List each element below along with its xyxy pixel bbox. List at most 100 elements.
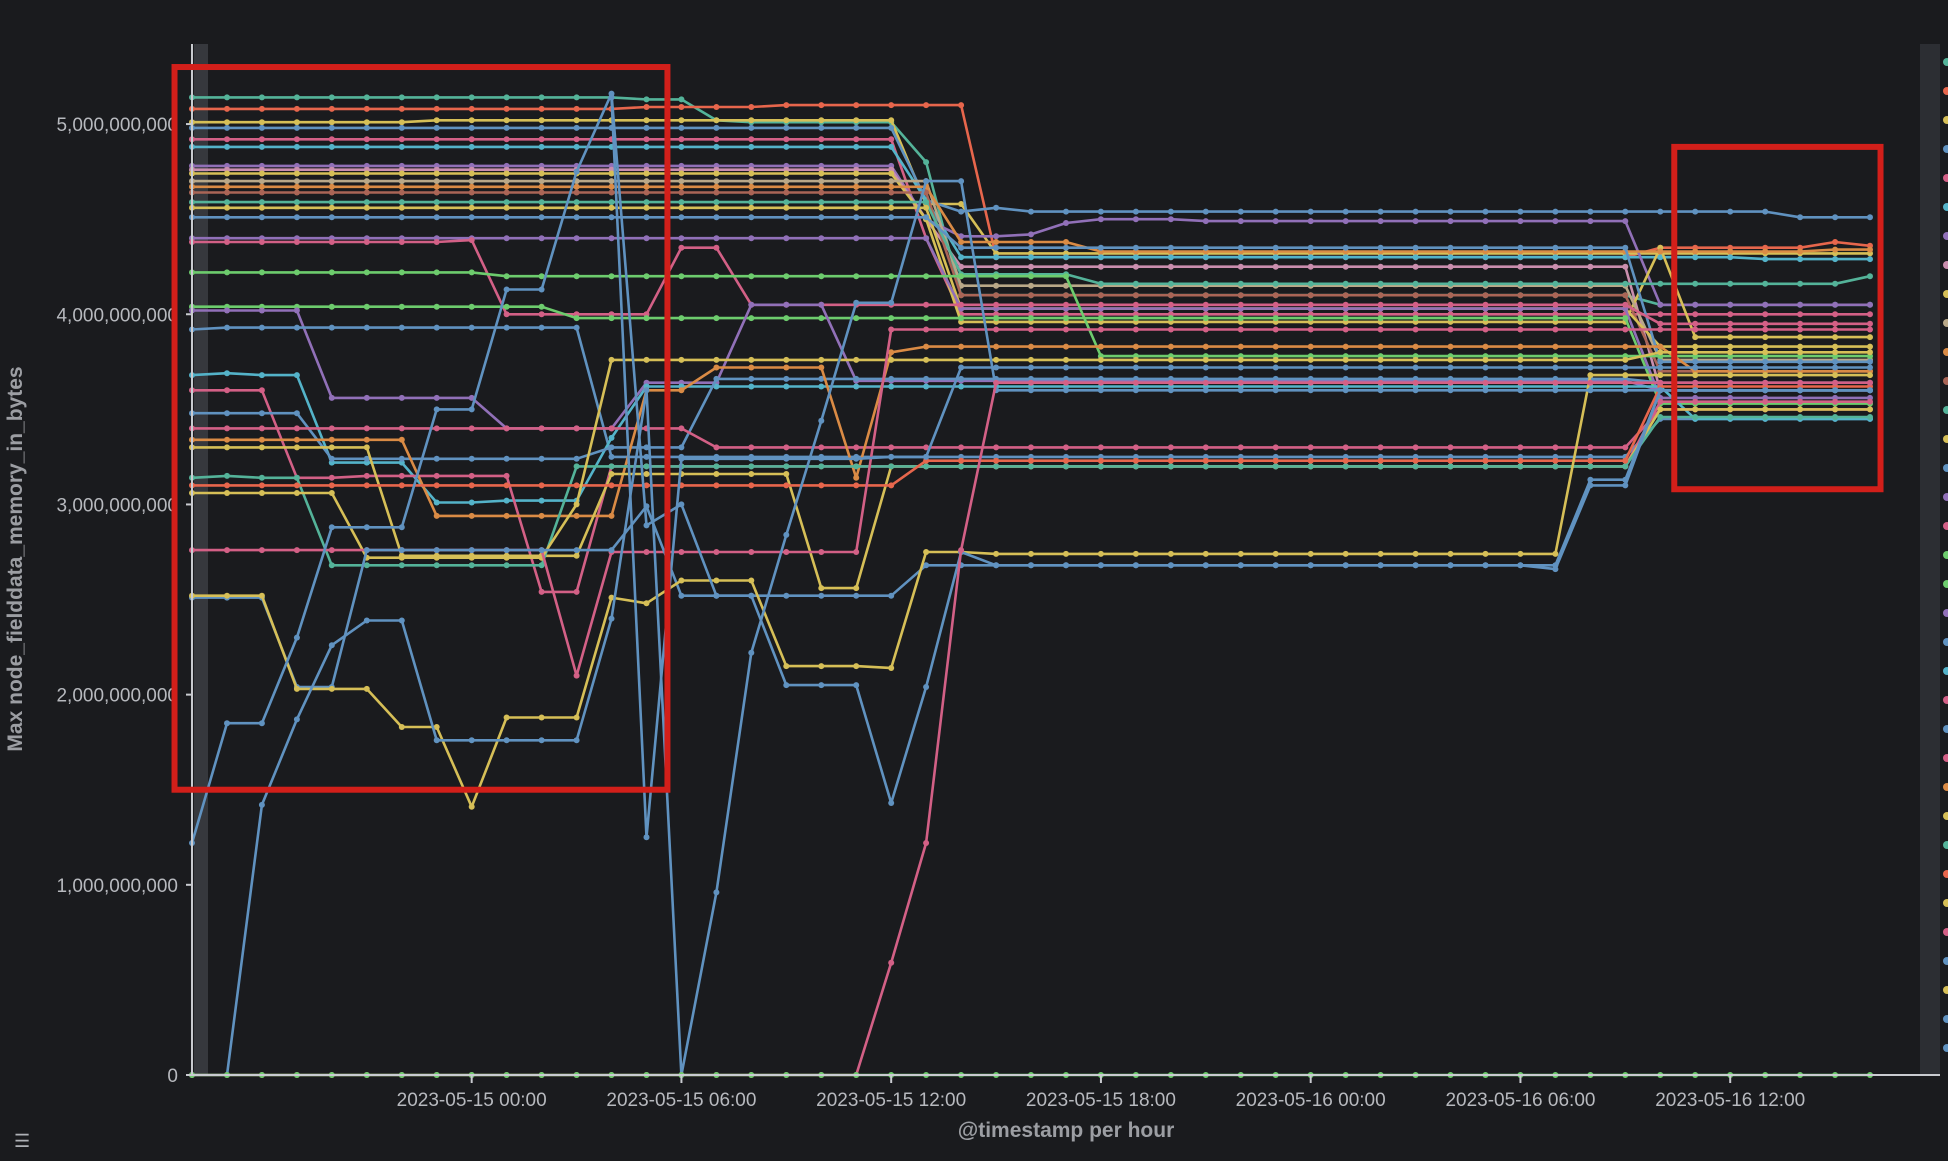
- data-point[interactable]: [258, 124, 265, 131]
- data-point[interactable]: [224, 547, 230, 554]
- data-point[interactable]: [888, 199, 895, 206]
- data-point[interactable]: [713, 143, 720, 150]
- data-point[interactable]: [363, 436, 370, 443]
- data-point[interactable]: [783, 124, 790, 131]
- data-point[interactable]: [293, 634, 300, 641]
- data-point[interactable]: [1307, 562, 1314, 569]
- data-point[interactable]: [293, 183, 300, 190]
- data-point[interactable]: [1482, 263, 1489, 270]
- data-point[interactable]: [818, 663, 825, 670]
- data-point[interactable]: [1622, 356, 1629, 363]
- data-point[interactable]: [1412, 364, 1419, 371]
- data-point[interactable]: [224, 592, 230, 599]
- data-point[interactable]: [363, 444, 370, 451]
- data-point[interactable]: [1377, 550, 1384, 557]
- data-point[interactable]: [923, 301, 930, 308]
- data-point[interactable]: [363, 239, 370, 245]
- data-point[interactable]: [1622, 218, 1629, 225]
- data-point[interactable]: [1063, 301, 1069, 308]
- data-point[interactable]: [853, 315, 860, 322]
- data-point[interactable]: [713, 183, 720, 190]
- data-point[interactable]: [1517, 463, 1524, 470]
- data-point[interactable]: [1342, 244, 1349, 251]
- data-point[interactable]: [958, 102, 965, 109]
- data-point[interactable]: [958, 301, 965, 308]
- data-point[interactable]: [363, 189, 370, 196]
- data-point[interactable]: [328, 269, 335, 276]
- data-point[interactable]: [958, 244, 965, 251]
- data-point[interactable]: [398, 617, 405, 624]
- data-point[interactable]: [888, 102, 895, 109]
- data-point[interactable]: [608, 170, 615, 177]
- data-point[interactable]: [468, 472, 475, 479]
- data-point[interactable]: [958, 444, 965, 451]
- data-point[interactable]: [258, 269, 265, 276]
- data-point[interactable]: [1307, 218, 1314, 225]
- data-point[interactable]: [1762, 364, 1769, 371]
- data-point[interactable]: [818, 136, 825, 143]
- data-point[interactable]: [1867, 364, 1873, 371]
- data-point[interactable]: [1692, 358, 1699, 365]
- data-point[interactable]: [293, 136, 300, 143]
- data-point[interactable]: [1657, 280, 1664, 287]
- data-point[interactable]: [293, 204, 300, 211]
- data-point[interactable]: [1762, 301, 1769, 308]
- data-point[interactable]: [783, 482, 790, 489]
- data-point[interactable]: [1482, 387, 1489, 394]
- data-point[interactable]: [1202, 343, 1209, 350]
- data-point[interactable]: [1202, 218, 1209, 225]
- data-point[interactable]: [293, 425, 300, 432]
- data-point[interactable]: [713, 104, 720, 110]
- data-point[interactable]: [503, 170, 510, 177]
- data-point[interactable]: [1167, 244, 1174, 251]
- data-point[interactable]: [643, 189, 650, 196]
- data-point[interactable]: [1622, 364, 1629, 371]
- data-point[interactable]: [1412, 562, 1419, 569]
- data-point[interactable]: [538, 737, 545, 744]
- data-point[interactable]: [1202, 244, 1209, 251]
- data-point[interactable]: [258, 372, 265, 379]
- data-point[interactable]: [1132, 301, 1139, 308]
- data-point[interactable]: [363, 124, 370, 131]
- data-point[interactable]: [573, 273, 580, 280]
- data-point[interactable]: [783, 301, 790, 308]
- data-point[interactable]: [1762, 372, 1769, 379]
- data-point[interactable]: [643, 356, 650, 363]
- data-point[interactable]: [1063, 315, 1069, 322]
- data-point[interactable]: [1482, 244, 1489, 251]
- data-point[interactable]: [573, 512, 580, 519]
- data-point[interactable]: [1342, 315, 1349, 322]
- data-point[interactable]: [573, 455, 580, 462]
- data-point[interactable]: [398, 394, 405, 401]
- data-point[interactable]: [293, 436, 300, 443]
- data-point[interactable]: [398, 425, 405, 432]
- data-point[interactable]: [293, 170, 300, 177]
- data-point[interactable]: [1167, 254, 1174, 261]
- data-point[interactable]: [993, 273, 1000, 280]
- data-point[interactable]: [1552, 457, 1559, 464]
- data-point[interactable]: [573, 547, 580, 554]
- data-point[interactable]: [713, 364, 720, 371]
- data-point[interactable]: [1482, 218, 1489, 225]
- data-point[interactable]: [1482, 343, 1489, 350]
- data-point[interactable]: [783, 444, 790, 451]
- data-point[interactable]: [1237, 263, 1244, 270]
- data-point[interactable]: [1587, 372, 1594, 379]
- data-point[interactable]: [1307, 326, 1314, 333]
- data-point[interactable]: [433, 394, 440, 401]
- data-point[interactable]: [293, 490, 300, 496]
- data-point[interactable]: [433, 324, 440, 331]
- data-point[interactable]: [713, 455, 720, 462]
- data-point[interactable]: [678, 204, 685, 211]
- data-point[interactable]: [713, 549, 720, 555]
- data-point[interactable]: [1622, 482, 1629, 489]
- data-point[interactable]: [1132, 457, 1139, 464]
- data-point[interactable]: [363, 394, 370, 401]
- data-point[interactable]: [468, 124, 475, 131]
- data-point[interactable]: [328, 490, 335, 496]
- data-point[interactable]: [1587, 326, 1594, 333]
- data-point[interactable]: [1028, 301, 1034, 308]
- data-point[interactable]: [888, 356, 895, 363]
- data-point[interactable]: [1832, 326, 1839, 333]
- data-point[interactable]: [258, 199, 265, 206]
